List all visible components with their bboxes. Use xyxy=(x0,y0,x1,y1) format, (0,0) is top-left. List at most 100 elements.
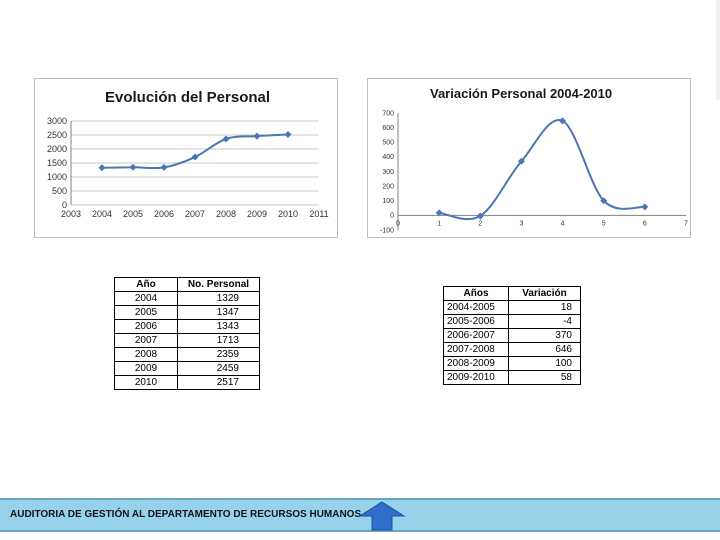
table-row: 2004-2005 18 xyxy=(443,300,581,315)
footer-title: AUDITORIA DE GESTIÓN AL DEPARTAMENTO DE … xyxy=(10,509,362,520)
data-point xyxy=(253,132,261,140)
y-tick-label: -100 xyxy=(380,227,394,234)
data-point xyxy=(222,135,230,143)
data-point xyxy=(435,209,443,217)
cell-value: 1343 xyxy=(177,319,260,334)
x-tick-label: 4 xyxy=(561,220,565,227)
chart-evolucion-svg: 0 500 1000 1500 2000 2500 3000 2003 2004 2005 2006… xyxy=(47,116,329,219)
y-tick-label: 100 xyxy=(382,198,394,205)
y-tick-label: 400 xyxy=(382,154,394,161)
table-row: 2010 2517 xyxy=(114,375,260,390)
cell-year: 2008 xyxy=(114,347,178,362)
chart-title: Evolución del Personal xyxy=(105,89,271,106)
table-row: 2009-2010 58 xyxy=(443,370,581,385)
x-tick-label: 2004 xyxy=(92,209,112,219)
chart-evolucion-personal: 0 500 1000 1500 2000 2500 3000 2003 2004 2005 2006… xyxy=(34,78,338,238)
cell-period: 2004-2005 xyxy=(443,300,509,315)
cell-value: 2517 xyxy=(177,375,260,390)
table-row: 2007-2008 646 xyxy=(443,342,581,357)
x-tick-label: 2009 xyxy=(247,209,267,219)
header-years: Años xyxy=(443,286,509,301)
y-tick-label: 3000 xyxy=(47,116,67,126)
x-tick-label: 2 xyxy=(478,220,482,227)
y-tick-label: 700 xyxy=(382,110,394,117)
x-tick-label: 0 xyxy=(396,220,400,227)
data-point xyxy=(98,164,106,172)
table-row: 2005 1347 xyxy=(114,305,260,320)
y-tick-label: 200 xyxy=(382,183,394,190)
x-tick-label: 6 xyxy=(643,220,647,227)
table-row: 2008 2359 xyxy=(114,347,260,362)
cell-value: 1329 xyxy=(177,291,260,306)
cell-value: 2459 xyxy=(177,361,260,376)
cell-value: -4 xyxy=(508,314,581,329)
header-variacion: Variación xyxy=(508,286,581,301)
data-point xyxy=(517,157,525,165)
cell-value: 1713 xyxy=(177,333,260,348)
y-tick-label: 1500 xyxy=(47,158,67,168)
table-row: 2006-2007 370 xyxy=(443,328,581,343)
x-tick-label: 2008 xyxy=(216,209,236,219)
cell-period: 2006-2007 xyxy=(443,328,509,343)
y-tick-label: 0 xyxy=(390,213,394,220)
cell-value: 58 xyxy=(508,370,581,385)
x-tick-label: 2005 xyxy=(123,209,143,219)
data-point xyxy=(476,212,484,220)
y-tick-label: 300 xyxy=(382,169,394,176)
header-year: Año xyxy=(114,277,178,292)
up-arrow-icon[interactable] xyxy=(358,500,406,532)
cell-value: 100 xyxy=(508,356,581,371)
table-header-row: Año No. Personal xyxy=(114,277,260,292)
y-tick-label: 1000 xyxy=(47,172,67,182)
data-point xyxy=(600,197,608,205)
cell-year: 2004 xyxy=(114,291,178,306)
cell-year: 2010 xyxy=(114,375,178,390)
x-tick-label: 3 xyxy=(519,220,523,227)
data-point xyxy=(129,163,137,171)
x-tick-label: 2011 xyxy=(309,209,328,219)
x-tick-label: 1 xyxy=(437,220,441,227)
data-point xyxy=(641,203,649,211)
y-tick-label: 2000 xyxy=(47,144,67,154)
cell-period: 2009-2010 xyxy=(443,370,509,385)
cell-value: 646 xyxy=(508,342,581,357)
cell-year: 2009 xyxy=(114,361,178,376)
table-row: 2004 1329 xyxy=(114,291,260,306)
table-row: 2007 1713 xyxy=(114,333,260,348)
data-point xyxy=(160,163,168,171)
cell-period: 2008-2009 xyxy=(443,356,509,371)
cell-value: 1347 xyxy=(177,305,260,320)
table-row: 2009 2459 xyxy=(114,361,260,376)
y-tick-label: 500 xyxy=(52,186,67,196)
y-tick-label: 600 xyxy=(382,125,394,132)
y-tick-label: 2500 xyxy=(47,130,67,140)
table-row: 2005-2006 -4 xyxy=(443,314,581,329)
slide-edge xyxy=(716,0,720,100)
cell-value: 2359 xyxy=(177,347,260,362)
footer-bar: AUDITORIA DE GESTIÓN AL DEPARTAMENTO DE … xyxy=(0,498,720,532)
table-row: 2006 1343 xyxy=(114,319,260,334)
x-tick-label: 2010 xyxy=(278,209,298,219)
y-tick-label: 0 xyxy=(62,200,67,210)
chart-title: Variación Personal 2004-2010 xyxy=(430,86,613,101)
cell-year: 2006 xyxy=(114,319,178,334)
table-personal: Año No. Personal 2004 1329 2005 1347 2006 1… xyxy=(114,277,260,390)
series-line xyxy=(438,119,646,221)
cell-value: 18 xyxy=(508,300,581,315)
table-row: 2008-2009 100 xyxy=(443,356,581,371)
data-point xyxy=(191,153,199,161)
cell-period: 2005-2006 xyxy=(443,314,509,329)
x-tick-label: 2006 xyxy=(154,209,174,219)
cell-value: 370 xyxy=(508,328,581,343)
cell-period: 2007-2008 xyxy=(443,342,509,357)
table-header-row: Años Variación xyxy=(443,286,581,301)
chart-variacion-personal: -100 0 100 200 300 400 500 600 700 0 1 2 3 4 5 6 7 Varia… xyxy=(367,78,691,238)
header-personal: No. Personal xyxy=(177,277,260,292)
data-point xyxy=(284,131,292,139)
cell-year: 2005 xyxy=(114,305,178,320)
table-variacion: Años Variación 2004-2005 18 2005-2006 -4 2… xyxy=(443,286,581,385)
x-tick-label: 2003 xyxy=(61,209,81,219)
data-point xyxy=(559,117,567,125)
cell-year: 2007 xyxy=(114,333,178,348)
